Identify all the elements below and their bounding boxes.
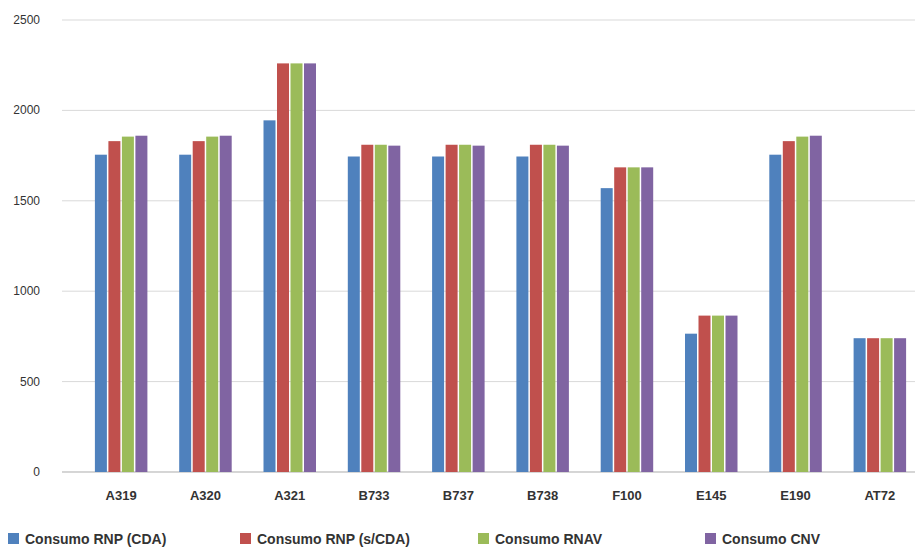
x-tick-label: B737	[443, 488, 474, 503]
grid-line	[62, 110, 915, 111]
bar	[473, 146, 485, 472]
bar	[95, 155, 107, 472]
bar	[516, 157, 528, 472]
bar	[796, 137, 808, 472]
bar	[375, 145, 387, 472]
bar	[810, 136, 822, 472]
x-tick-label: A321	[274, 488, 305, 503]
bar	[220, 136, 232, 472]
legend-swatch	[705, 533, 716, 544]
x-tick-label: B738	[527, 488, 558, 503]
bar	[530, 145, 542, 472]
bar	[432, 157, 444, 472]
bar	[783, 141, 795, 472]
x-tick-label: B733	[359, 488, 390, 503]
legend-swatch	[478, 533, 489, 544]
bar	[122, 137, 134, 472]
bar	[881, 338, 893, 472]
x-tick-label: AT72	[864, 488, 895, 503]
legend-label: Consumo RNAV	[495, 531, 603, 547]
bar	[304, 63, 316, 472]
grid-line	[62, 20, 915, 21]
bar	[264, 120, 276, 472]
bar	[769, 155, 781, 472]
bar	[108, 141, 120, 472]
bar	[446, 145, 458, 472]
bar	[685, 334, 697, 472]
bar	[628, 167, 640, 472]
bar	[277, 63, 289, 472]
bar	[543, 145, 555, 472]
bar	[557, 146, 569, 472]
chart: 0 500 1000 1500 2000 2500 A319 A320 A321 B733 B737…	[0, 0, 924, 560]
x-tick-label: E145	[696, 488, 726, 503]
bar	[854, 338, 866, 472]
y-tick-label: 500	[20, 375, 40, 389]
bars	[95, 63, 906, 472]
x-tick-label: F100	[612, 488, 642, 503]
legend-swatch	[240, 533, 251, 544]
bar	[361, 145, 373, 472]
legend-label: Consumo RNP (CDA)	[25, 531, 166, 547]
y-tick-label: 2500	[13, 13, 40, 27]
y-tick-label: 1500	[13, 194, 40, 208]
bar	[699, 316, 711, 472]
background	[0, 0, 924, 560]
legend-label: Consumo CNV	[722, 531, 821, 547]
bar	[388, 146, 400, 472]
x-tick-label: E190	[780, 488, 810, 503]
bar	[641, 167, 653, 472]
bar	[348, 157, 360, 472]
bar	[601, 188, 613, 472]
bar	[614, 167, 626, 472]
x-tick-label: A319	[106, 488, 137, 503]
y-tick-label: 2000	[13, 103, 40, 117]
bar	[206, 137, 218, 472]
bar	[193, 141, 205, 472]
y-tick-label: 1000	[13, 284, 40, 298]
x-tick-label: A320	[190, 488, 221, 503]
bar	[867, 338, 879, 472]
bar	[894, 338, 906, 472]
bar	[712, 316, 724, 472]
bar	[291, 63, 303, 472]
y-tick-label: 0	[33, 465, 40, 479]
bar	[179, 155, 191, 472]
bar	[135, 136, 147, 472]
bar	[459, 145, 471, 472]
legend-label: Consumo RNP (s/CDA)	[257, 531, 410, 547]
legend-swatch	[8, 533, 19, 544]
bar	[726, 316, 738, 472]
